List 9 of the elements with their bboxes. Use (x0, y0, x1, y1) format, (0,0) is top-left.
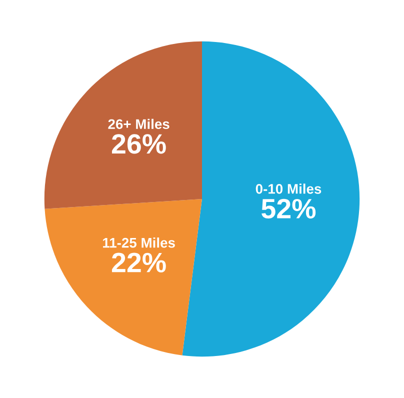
slice-label: 26+ Miles (108, 118, 170, 130)
data-label: 22% (112, 252, 166, 272)
pie-slice (182, 41, 360, 357)
pie-slice (44, 41, 202, 209)
slice-label: 0-10 Miles (256, 184, 322, 194)
data-label: 26% (112, 134, 166, 154)
data-label: 52% (262, 198, 316, 219)
slice-label: 11-25 Miles (103, 238, 175, 248)
pie-slice (44, 199, 202, 356)
